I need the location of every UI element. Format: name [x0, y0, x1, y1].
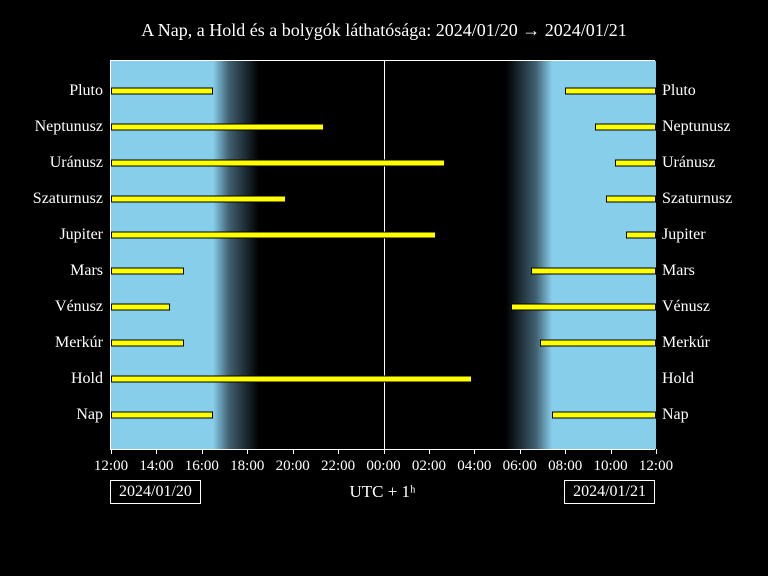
body-label-right: Vénusz [662, 298, 762, 316]
daylight-block [552, 61, 656, 449]
xtick-label: 10:00 [593, 458, 627, 475]
xtick-mark [474, 449, 475, 454]
body-label-left: Jupiter [3, 226, 103, 244]
xtick-label: 04:00 [457, 458, 491, 475]
visibility-bar [111, 196, 286, 203]
x-axis-label: UTC + 1ʰ [349, 482, 415, 502]
visibility-bar [111, 340, 184, 347]
xtick-mark [520, 449, 521, 454]
body-label-left: Szaturnusz [3, 190, 103, 208]
visibility-bar [615, 160, 656, 167]
xtick-mark [338, 449, 339, 454]
xtick-label: 14:00 [139, 458, 173, 475]
body-label-right: Merkúr [662, 334, 762, 352]
xtick-label: 02:00 [412, 458, 446, 475]
body-label-left: Nap [3, 406, 103, 424]
body-label-right: Szaturnusz [662, 190, 762, 208]
xtick-mark [384, 449, 385, 454]
visibility-bar [111, 412, 213, 419]
body-label-left: Pluto [3, 82, 103, 100]
xtick-label: 06:00 [503, 458, 537, 475]
body-label-right: Neptunusz [662, 118, 762, 136]
xtick-mark [565, 449, 566, 454]
body-label-left: Neptunusz [3, 118, 103, 136]
body-label-right: Hold [662, 370, 762, 388]
body-label-left: Uránusz [3, 154, 103, 172]
visibility-bar [595, 124, 656, 131]
body-label-left: Hold [3, 370, 103, 388]
visibility-bar [111, 304, 170, 311]
xtick-mark [247, 449, 248, 454]
visibility-bar [111, 268, 184, 275]
xtick-mark [293, 449, 294, 454]
date-left-box: 2024/01/20 [110, 480, 201, 504]
xtick-label: 18:00 [230, 458, 264, 475]
visibility-bar [111, 88, 213, 95]
xtick-mark [656, 449, 657, 454]
visibility-bar [111, 232, 436, 239]
xtick-label: 22:00 [321, 458, 355, 475]
visibility-bar [626, 232, 656, 239]
body-label-right: Uránusz [662, 154, 762, 172]
twilight-gradient [213, 61, 258, 449]
visibility-bar [540, 340, 656, 347]
visibility-bar [565, 88, 656, 95]
body-label-right: Jupiter [662, 226, 762, 244]
body-label-right: Pluto [662, 82, 762, 100]
visibility-bar [511, 304, 656, 311]
midnight-line [384, 61, 385, 449]
twilight-gradient [506, 61, 551, 449]
body-label-left: Mars [3, 262, 103, 280]
visibility-bar [531, 268, 656, 275]
daylight-block [111, 61, 213, 449]
xtick-label: 20:00 [276, 458, 310, 475]
xtick-mark [156, 449, 157, 454]
xtick-label: 08:00 [548, 458, 582, 475]
visibility-bar [111, 124, 324, 131]
date-right-box: 2024/01/21 [564, 480, 655, 504]
xtick-label: 00:00 [366, 458, 400, 475]
xtick-mark [111, 449, 112, 454]
visibility-bar [111, 376, 472, 383]
xtick-mark [202, 449, 203, 454]
chart-area: PlutoPlutoNeptunuszNeptunuszUránuszUránu… [110, 60, 655, 450]
xtick-label: 12:00 [639, 458, 673, 475]
xtick-mark [611, 449, 612, 454]
xtick-mark [429, 449, 430, 454]
body-label-left: Merkúr [3, 334, 103, 352]
visibility-bar [111, 160, 445, 167]
visibility-bar [552, 412, 656, 419]
chart-title: A Nap, a Hold és a bolygók láthatósága: … [0, 0, 768, 41]
xtick-label: 16:00 [185, 458, 219, 475]
xtick-label: 12:00 [94, 458, 128, 475]
plot-region: PlutoPlutoNeptunuszNeptunuszUránuszUránu… [110, 60, 655, 450]
body-label-right: Nap [662, 406, 762, 424]
body-label-right: Mars [662, 262, 762, 280]
visibility-bar [606, 196, 656, 203]
body-label-left: Vénusz [3, 298, 103, 316]
